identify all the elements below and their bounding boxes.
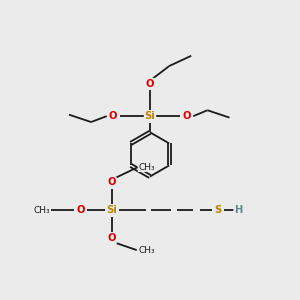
Text: O: O (76, 206, 85, 215)
Text: O: O (109, 111, 117, 121)
Text: CH₃: CH₃ (138, 246, 155, 255)
Text: O: O (146, 79, 154, 89)
Text: O: O (107, 177, 116, 188)
Text: O: O (107, 233, 116, 243)
Text: O: O (183, 111, 191, 121)
Text: H: H (234, 206, 242, 215)
Text: CH₃: CH₃ (33, 206, 50, 215)
Text: Si: Si (145, 111, 155, 121)
Text: CH₃: CH₃ (138, 163, 155, 172)
Text: S: S (214, 206, 221, 215)
Text: Si: Si (106, 206, 117, 215)
